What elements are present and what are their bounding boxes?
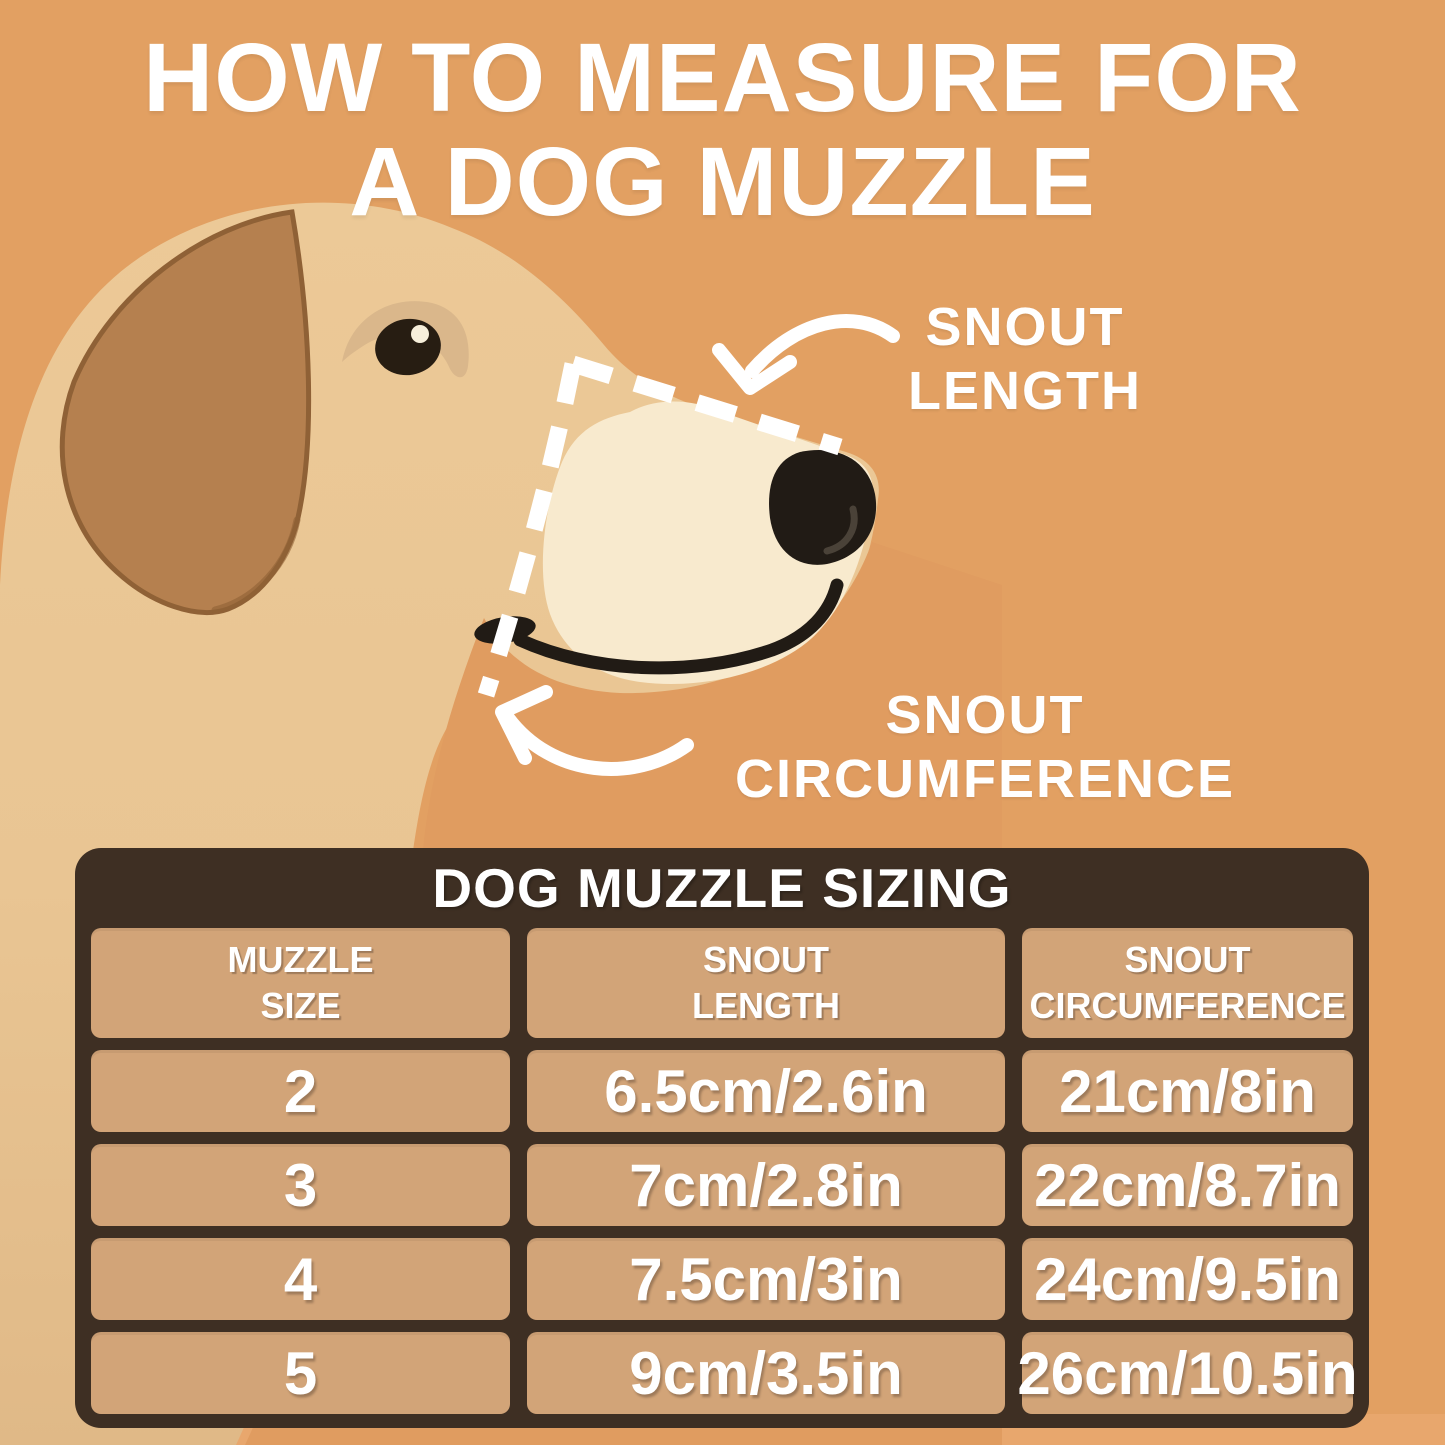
snout-length-dashed-line xyxy=(570,355,843,456)
sizing-table: DOG MUZZLE SIZING MUZZLE SIZE SNOUT LENG… xyxy=(75,848,1369,1428)
sizing-table-grid: MUZZLE SIZE SNOUT LENGTH SNOUT CIRCUMFER… xyxy=(91,928,1358,1414)
header-line: SIZE xyxy=(260,985,341,1026)
header-line: LENGTH xyxy=(692,985,840,1026)
column-header-muzzle-size: MUZZLE SIZE xyxy=(91,928,510,1038)
header-line: CIRCUMFERENCE xyxy=(1029,985,1346,1026)
dog-mouth-line xyxy=(513,578,844,675)
header-line: MUZZLE xyxy=(227,938,374,980)
dog-ear-fold-line xyxy=(211,516,301,614)
label-snout-length-line2: LENGTH xyxy=(908,360,1142,421)
cell-muzzle-size: 3 xyxy=(91,1144,510,1226)
cell-muzzle-size: 2 xyxy=(91,1050,510,1132)
snout-circumference-arrow-icon xyxy=(495,685,694,776)
cell-snout-length: 6.5cm/2.6in xyxy=(527,1050,1005,1132)
header-line: SNOUT xyxy=(1124,938,1251,980)
cell-muzzle-size: 4 xyxy=(91,1238,510,1320)
cell-snout-circumference: 24cm/9.5in xyxy=(1022,1238,1353,1320)
dog-eye-glint xyxy=(411,325,429,343)
dog-ear xyxy=(59,209,312,615)
label-snout-length-line1: SNOUT xyxy=(925,297,1125,357)
snout-circumference-dashed-line xyxy=(477,362,582,698)
dog-eyebrow xyxy=(342,301,469,378)
column-header-snout-length: SNOUT LENGTH xyxy=(527,928,1005,1038)
sizing-table-title: DOG MUZZLE SIZING xyxy=(432,857,1012,919)
dog-nostril-line xyxy=(823,505,858,555)
header-line: SNOUT xyxy=(703,938,829,980)
page-title: HOW TO MEASURE FOR A DOG MUZZLE xyxy=(0,26,1445,234)
cell-snout-circumference: 22cm/8.7in xyxy=(1022,1144,1353,1226)
cell-snout-circumference: 26cm/10.5in xyxy=(1017,1332,1358,1414)
cell-muzzle-size: 5 xyxy=(91,1332,510,1414)
label-snout-circumference-line2: CIRCUMFERENCE xyxy=(734,748,1235,809)
cell-snout-length: 7cm/2.8in xyxy=(527,1144,1005,1226)
label-snout-circumference-line1: SNOUT xyxy=(885,685,1085,745)
cell-snout-circumference: 21cm/8in xyxy=(1022,1050,1353,1132)
label-snout-circumference: SNOUT CIRCUMFERENCE xyxy=(700,684,1270,811)
column-header-snout-circumference: SNOUT CIRCUMFERENCE xyxy=(1022,928,1353,1038)
page-title-line1: HOW TO MEASURE FOR xyxy=(143,23,1302,132)
cell-snout-length: 7.5cm/3in xyxy=(527,1238,1005,1320)
page-title-line2: A DOG MUZZLE xyxy=(349,126,1096,236)
cell-snout-length: 9cm/3.5in xyxy=(527,1332,1005,1414)
snout-length-arrow-icon xyxy=(712,314,900,395)
label-snout-length: SNOUT LENGTH xyxy=(845,296,1205,423)
